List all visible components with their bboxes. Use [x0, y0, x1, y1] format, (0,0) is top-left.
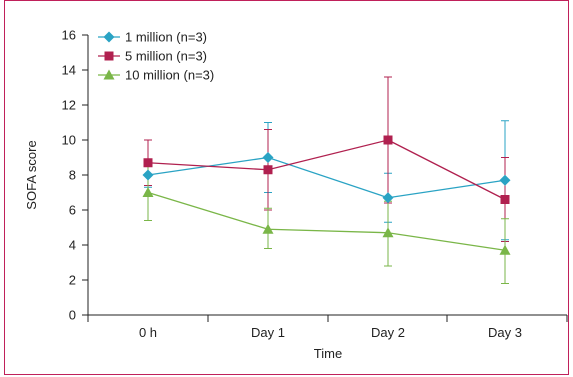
y-tick-label: 2: [69, 273, 76, 288]
marker-diamond: [142, 169, 154, 181]
x-axis-title: Time: [314, 346, 342, 361]
y-axis-title: SOFA score: [24, 140, 39, 209]
y-tick-label: 10: [62, 133, 76, 148]
series-markers: [142, 135, 511, 255]
marker-triangle: [382, 227, 394, 238]
marker-square: [104, 51, 114, 61]
y-tick-label: 14: [62, 63, 76, 78]
axes: 0 2 4 6 8 10 12 14 16 0 h Day 1 Day 2 Day 3: [62, 28, 568, 340]
x-tick-label: Day 3: [488, 325, 522, 340]
marker-triangle: [262, 223, 274, 234]
legend: 1 million (n=3) 5 million (n=3) 10 million…: [98, 30, 214, 83]
y-tick-label: 8: [69, 168, 76, 183]
series-lines: [147, 139, 506, 251]
marker-square: [263, 165, 273, 175]
marker-diamond: [499, 174, 511, 186]
y-tick-label: 16: [62, 28, 76, 43]
error-bars: [144, 76, 509, 284]
y-tick-label: 4: [69, 238, 76, 253]
marker-diamond: [262, 152, 274, 163]
marker-triangle: [103, 69, 115, 80]
legend-label: 10 million (n=3): [125, 68, 214, 83]
y-tick-label: 6: [69, 203, 76, 218]
series-line: [147, 139, 506, 201]
marker-diamond: [382, 192, 394, 204]
x-tick-label: Day 2: [371, 325, 405, 340]
marker-triangle: [499, 244, 511, 255]
marker-square: [143, 158, 153, 168]
legend-label: 5 million (n=3): [125, 49, 207, 64]
chart-frame: [4, 0, 569, 375]
legend-label: 1 million (n=3): [125, 30, 207, 45]
series-line: [147, 156, 506, 199]
y-tick-label: 12: [62, 98, 76, 113]
x-tick-label: Day 1: [251, 325, 285, 340]
marker-square: [500, 195, 510, 204]
marker-square: [383, 135, 393, 145]
y-tick-label: 0: [69, 308, 76, 323]
x-tick-label: 0 h: [139, 325, 157, 340]
series-line: [147, 191, 506, 251]
marker-triangle: [142, 187, 154, 197]
marker-diamond: [103, 31, 115, 43]
